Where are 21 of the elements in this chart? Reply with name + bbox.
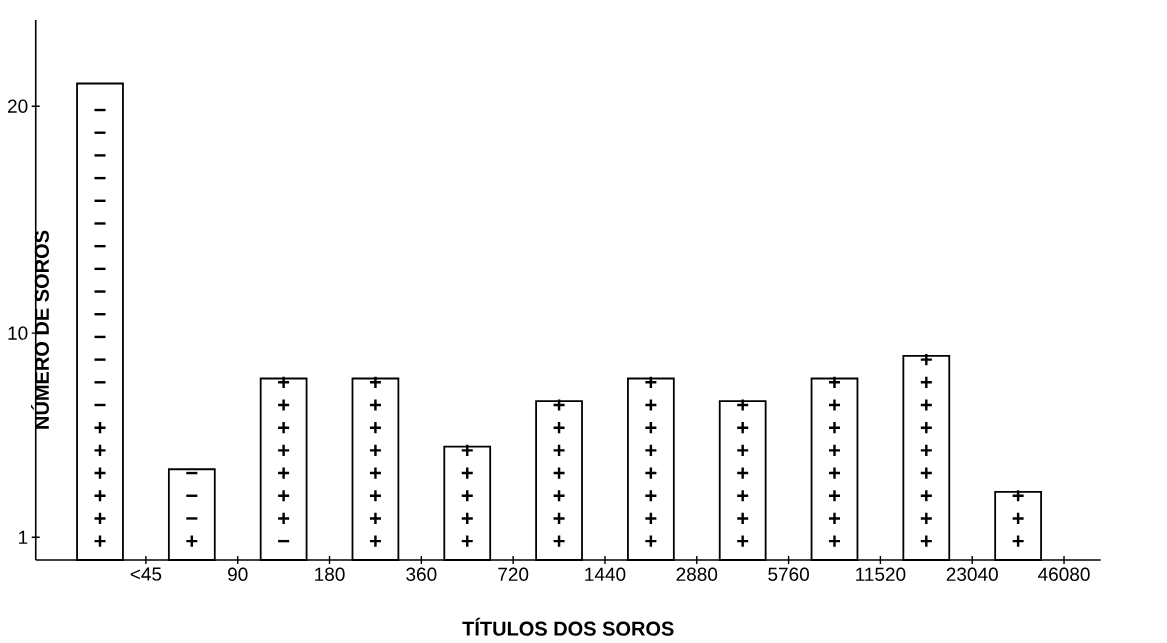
y-tick-label: 1 xyxy=(19,530,28,544)
x-tick-label: 180 xyxy=(315,567,345,581)
x-tick-label: 46080 xyxy=(1038,567,1090,581)
x-tick-label: 11520 xyxy=(856,567,906,581)
y-tick-label: 10 xyxy=(8,326,28,340)
x-tick-label: 2880 xyxy=(676,567,718,581)
data-label: + + + + + + + + xyxy=(645,376,657,547)
data-label: − − − + xyxy=(186,471,198,547)
x-axis-title: TÍTULOS DOS SOROS xyxy=(462,617,674,636)
data-label: + + + + + xyxy=(461,444,473,547)
x-tick-label: 720 xyxy=(498,567,529,581)
y-tick-label: 20 xyxy=(8,99,28,113)
x-tick-label: 360 xyxy=(406,567,437,581)
x-tick-label: 1440 xyxy=(585,567,626,581)
data-label: + + + xyxy=(1012,490,1024,547)
x-tick-label: 23040 xyxy=(946,567,998,581)
x-tick-label: 5760 xyxy=(768,567,809,581)
text: − − − − − − − − − − − − − − + + + + + + xyxy=(94,108,106,547)
data-label: + + + + + + + xyxy=(553,399,565,547)
x-tick-label: <45 xyxy=(130,567,162,581)
x-tick-label: 90 xyxy=(228,567,248,581)
